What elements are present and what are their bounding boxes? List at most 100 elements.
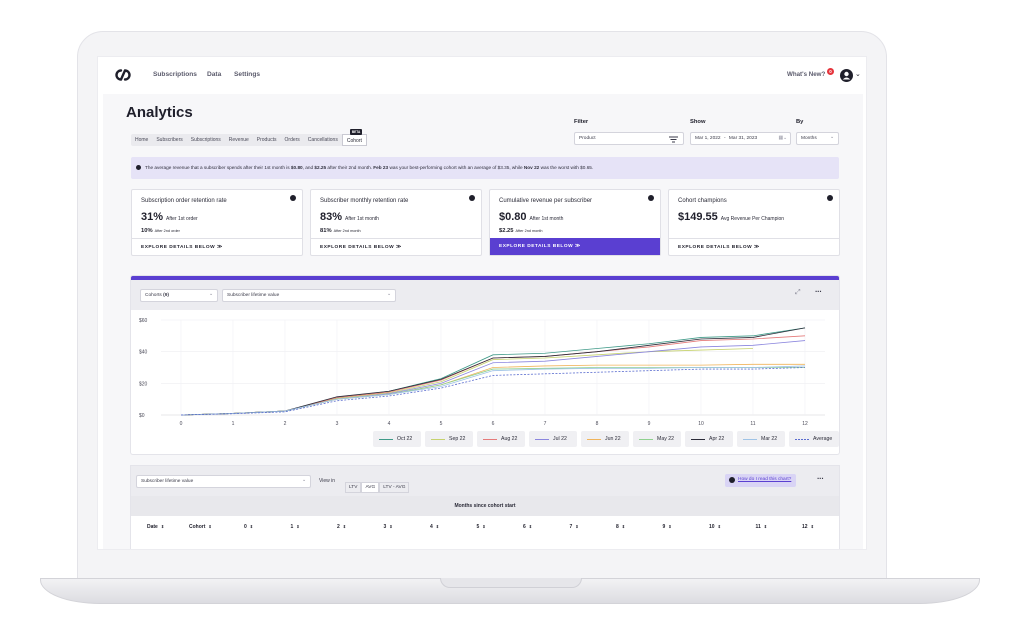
brand-logo-icon[interactable] (112, 67, 134, 83)
tab-subscribers[interactable]: Subscribers (156, 137, 183, 143)
x-tick-label: 11 (750, 421, 755, 427)
legend-item-sep-22[interactable]: Sep 22 (425, 431, 473, 447)
view-ltv-button[interactable]: LTV (345, 482, 362, 493)
explore-details-button[interactable]: EXPLORE DETAILS BELOW ≫ (669, 238, 839, 255)
cohorts-select[interactable]: Cohorts (9) ⌄ (140, 289, 218, 302)
banner-text: , and (302, 165, 315, 170)
column-header-month-9[interactable]: 9 ⇕ (663, 524, 672, 530)
card-value: $0.80 After 1st month (499, 211, 563, 223)
legend-item-jun-22[interactable]: Jun 22 (581, 431, 629, 447)
help-link-text: How do I read this chart? (738, 477, 792, 482)
explore-details-button[interactable]: EXPLORE DETAILS BELOW ≫ (132, 238, 302, 255)
info-icon (136, 165, 141, 170)
legend-item-mar-22[interactable]: Mar 22 (737, 431, 785, 447)
column-header-cohort[interactable]: Cohort ⇕ (189, 524, 212, 530)
legend-swatch (743, 438, 757, 440)
nav-subscriptions[interactable]: Subscriptions (153, 71, 197, 78)
view-ltv-avg-button[interactable]: LTV - AVG (379, 482, 410, 493)
tab-orders[interactable]: Orders (284, 137, 300, 143)
legend-swatch (795, 438, 809, 440)
x-tick-label: 8 (596, 421, 599, 427)
column-header-month-0[interactable]: 0 ⇕ (244, 524, 253, 530)
explore-details-button[interactable]: EXPLORE DETAILS BELOW ≫ (311, 238, 481, 255)
card-value-caption: After 1st order (166, 216, 198, 222)
view-avg-button[interactable]: AVG (361, 482, 380, 493)
tab-products[interactable]: Products (256, 137, 277, 143)
chevron-down-icon[interactable]: ⌄ (855, 71, 861, 78)
info-icon[interactable] (290, 195, 296, 201)
series-line-mar-22 (180, 365, 806, 416)
show-label: Show (690, 119, 706, 125)
table-metric-select[interactable]: Subscriber lifetime value ⌄ (136, 475, 311, 488)
expand-icon[interactable]: ⤢ (795, 289, 801, 296)
column-header-month-10[interactable]: 10 ⇕ (709, 524, 721, 530)
column-header-label: 11 (755, 524, 761, 530)
banner-text: was your best-performing cohort with an … (388, 165, 524, 170)
whats-new-link[interactable]: What's New? (787, 71, 826, 78)
user-avatar-icon[interactable] (840, 69, 853, 82)
legend-item-apr-22[interactable]: Apr 22 (685, 431, 733, 447)
metric-select[interactable]: Subscriber lifetime value ⌄ (222, 289, 396, 302)
card-value-caption: Avg Revenue Per Champion (720, 216, 785, 222)
tab-home[interactable]: Home (135, 137, 149, 143)
column-header-month-8[interactable]: 8 ⇕ (616, 524, 625, 530)
legend-swatch (587, 438, 601, 440)
legend-swatch (483, 438, 497, 440)
legend-item-aug-22[interactable]: Aug 22 (477, 431, 525, 447)
tab-revenue[interactable]: Revenue (228, 137, 249, 143)
legend-item-may-22[interactable]: May 22 (633, 431, 681, 447)
column-header-month-2[interactable]: 2 ⇕ (337, 524, 346, 530)
granularity-select[interactable]: Months ⌄ (796, 132, 839, 145)
tab-subscriptions[interactable]: Subscriptions (190, 137, 221, 143)
legend-item-jul-22[interactable]: Jul 22 (529, 431, 577, 447)
sort-icon: ⇕ (763, 524, 768, 529)
column-header-month-5[interactable]: 5 ⇕ (477, 524, 486, 530)
card-secondary-number: 10% (141, 228, 153, 234)
card-secondary-caption: After 2nd month (515, 229, 543, 233)
by-label: By (796, 119, 804, 125)
nav-settings[interactable]: Settings (234, 71, 261, 78)
y-tick-label: $40 (139, 350, 148, 356)
column-header-month-7[interactable]: 7 ⇕ (570, 524, 579, 530)
legend-label: Oct 22 (397, 436, 413, 442)
card-value: $149.55 Avg Revenue Per Champion (678, 211, 784, 223)
column-header-label: 3 (383, 524, 387, 530)
column-header-label: 7 (569, 524, 573, 530)
legend-label: Sep 22 (449, 436, 466, 442)
kpi-card-cumulative-revenue: Cumulative revenue per subscriber $0.80 A… (489, 189, 661, 256)
card-value: 83% After 1st month (320, 211, 379, 223)
card-secondary-number: $2.25 (499, 228, 514, 234)
column-header-month-12[interactable]: 12 ⇕ (802, 524, 814, 530)
more-options-icon[interactable]: ··· (817, 474, 824, 483)
legend-label: May 22 (657, 436, 675, 442)
legend-item-average[interactable]: Average (789, 431, 839, 447)
x-tick-label: 2 (284, 421, 287, 427)
sort-icon: ⇕ (717, 524, 721, 529)
date-range-picker[interactable]: Mar 1, 2022 - Mar 31, 2023 ▦⌄ (690, 132, 791, 145)
sort-icon: ⇕ (296, 524, 300, 529)
column-header-month-11[interactable]: 11 ⇕ (756, 524, 768, 530)
top-nav: Subscriptions Data Settings What's New? … (98, 57, 866, 94)
explore-details-button[interactable]: EXPLORE DETAILS BELOW ≫ (490, 238, 660, 255)
banner-highlight: Feb 23 (373, 165, 389, 170)
tab-cohort[interactable]: BETA Cohort (341, 129, 367, 146)
nav-data[interactable]: Data (207, 71, 222, 78)
help-link[interactable]: How do I read this chart? (725, 474, 797, 487)
column-header-month-1[interactable]: 1 ⇕ (291, 524, 300, 530)
banner-highlight: $0.80 (290, 165, 303, 170)
more-options-icon[interactable]: ··· (815, 287, 822, 296)
product-filter-select[interactable]: Product (574, 132, 684, 145)
x-tick-label: 10 (698, 421, 704, 427)
info-icon[interactable] (648, 195, 654, 201)
legend-label: Mar 22 (761, 436, 778, 442)
info-icon[interactable] (827, 195, 833, 201)
column-header-month-3[interactable]: 3 ⇕ (384, 524, 393, 530)
card-secondary-value: $2.25 After 2nd month (499, 228, 543, 234)
column-header-month-4[interactable]: 4 ⇕ (430, 524, 439, 530)
column-header-date[interactable]: Date ⇕ (147, 524, 164, 530)
column-header-month-6[interactable]: 6 ⇕ (523, 524, 532, 530)
info-icon[interactable] (469, 195, 475, 201)
legend-item-oct-22[interactable]: Oct 22 (373, 431, 421, 447)
column-header-label: 12 (802, 524, 808, 530)
tab-cancellations[interactable]: Cancellations (307, 137, 338, 143)
